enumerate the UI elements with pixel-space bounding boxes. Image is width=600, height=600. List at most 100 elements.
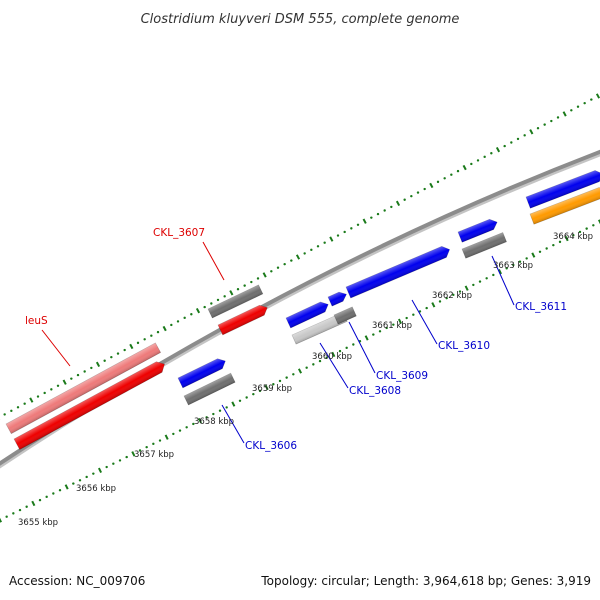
tick-dot	[292, 373, 295, 376]
tick-dot	[392, 323, 395, 326]
tick-dot	[192, 422, 195, 426]
tick-dot	[290, 259, 293, 262]
tick-dot	[272, 383, 275, 386]
gene-next-orange[interactable]	[529, 185, 600, 225]
tick-dot	[158, 439, 162, 442]
gene-label-leus[interactable]: leuS	[25, 315, 48, 327]
tick-dot	[83, 370, 86, 373]
tick-mark	[462, 164, 467, 171]
tick-dot	[256, 277, 260, 280]
tick-dot	[590, 98, 593, 101]
tick-dot	[585, 227, 588, 230]
tick-mark	[131, 451, 136, 457]
gene-ckl-3609-blue[interactable]	[327, 290, 349, 307]
tick-mark	[64, 484, 69, 490]
gene-labels: CKL_3607 leuS CKL_3606 CKL_3608 CKL_3609…	[25, 227, 567, 452]
tick-dot	[250, 280, 253, 284]
gene-label-ckl-3606[interactable]: CKL_3606	[245, 440, 297, 452]
tick-dot	[76, 373, 80, 377]
tick-dot	[445, 296, 448, 300]
gene-leus[interactable]	[13, 359, 167, 450]
tick-dot	[416, 191, 420, 194]
tick-dot	[50, 388, 53, 391]
tick-dot	[170, 323, 173, 327]
tick-mark	[262, 272, 267, 278]
tick-dot	[283, 262, 286, 266]
tick-dot	[558, 240, 562, 244]
tick-dot	[145, 445, 148, 449]
tick-dot	[390, 205, 393, 209]
genome-summary-text: Topology: circular; Length: 3,964,618 bp…	[260, 574, 591, 588]
gene-next-blue[interactable]	[525, 168, 600, 209]
leader-ckl-3611	[491, 255, 515, 306]
tick-dot	[152, 442, 155, 446]
leader-ckl-3610	[411, 299, 438, 345]
tick-mark	[264, 384, 269, 391]
gene-ckl-3610[interactable]	[345, 244, 452, 299]
tick-dot	[85, 475, 88, 479]
tick-dot	[438, 300, 442, 303]
tick-dot	[223, 295, 226, 298]
tick-mark	[564, 235, 569, 242]
gene-ckl-3606[interactable]	[177, 356, 228, 389]
outer-tick-ring	[0, 93, 600, 420]
gene-ckl-3611-blue[interactable]	[457, 217, 499, 243]
genome-backbone-shadow	[0, 150, 600, 469]
tick-dot	[243, 284, 246, 287]
tick-dot	[436, 180, 440, 184]
tick-mark	[0, 517, 3, 523]
tick-dot	[503, 144, 506, 148]
tick-dot	[125, 455, 128, 459]
gene-leus-light[interactable]	[5, 342, 162, 435]
tick-dot	[150, 334, 153, 337]
tick-dot	[103, 359, 106, 362]
gene-ckl-3611-grey[interactable]	[461, 232, 507, 259]
tick-dot	[216, 298, 220, 302]
tick-dot	[552, 243, 555, 247]
tick-dot	[45, 495, 48, 499]
tick-mark	[97, 467, 103, 474]
scale-label: 3658 kbp	[194, 417, 234, 427]
tick-dot	[210, 302, 213, 305]
tick-dot	[350, 227, 353, 230]
scale-label: 3661 kbp	[372, 321, 412, 331]
gene-ckl-3607[interactable]	[217, 303, 270, 336]
gene-label-ckl-3609[interactable]: CKL_3609	[376, 370, 428, 382]
tick-dot	[505, 267, 508, 270]
tick-dot	[536, 127, 540, 130]
gene-ckl-3607-grey[interactable]	[207, 284, 264, 319]
tick-dot	[452, 293, 455, 297]
tick-mark	[164, 434, 169, 440]
tick-dot	[156, 330, 160, 334]
tick-dot	[336, 234, 340, 237]
tick-dot	[556, 116, 560, 119]
tick-dot	[252, 392, 255, 396]
tick-dot	[592, 224, 595, 227]
inner-tick-ring	[0, 219, 600, 523]
gene-ckl-3606-grey[interactable]	[183, 372, 236, 406]
tick-dot	[38, 498, 42, 502]
tick-dot	[123, 348, 126, 352]
tick-dot	[570, 109, 573, 112]
tick-dot	[343, 230, 346, 234]
label-leader-lines	[41, 241, 515, 444]
gene-ckl-3608-light[interactable]	[291, 311, 348, 345]
tick-dot	[112, 462, 115, 465]
gene-label-ckl-3608[interactable]: CKL_3608	[349, 385, 401, 397]
gene-ckl-3609-grey[interactable]	[333, 306, 357, 325]
tick-dot	[312, 363, 315, 366]
tick-dot	[72, 482, 75, 485]
gene-label-ckl-3611[interactable]: CKL_3611	[515, 301, 567, 313]
tick-mark	[429, 182, 434, 189]
tick-dot	[3, 413, 6, 416]
tick-dot	[412, 313, 415, 316]
tick-mark	[531, 252, 536, 258]
tick-dot	[205, 416, 208, 419]
tick-dot	[543, 123, 546, 126]
gene-label-ckl-3607[interactable]: CKL_3607	[153, 227, 205, 239]
tick-dot	[458, 290, 462, 293]
tick-dot	[285, 376, 288, 379]
gene-label-ckl-3610[interactable]: CKL_3610	[438, 340, 490, 352]
tick-dot	[16, 406, 20, 409]
gene-ckl-3608-blue[interactable]	[285, 299, 331, 329]
